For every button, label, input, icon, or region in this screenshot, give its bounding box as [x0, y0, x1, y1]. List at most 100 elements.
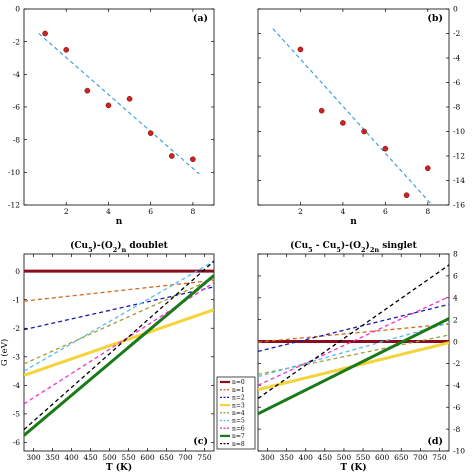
x-tick-label: 2: [298, 207, 303, 216]
y-tick-label: -8: [453, 103, 461, 112]
plot-area: [38, 30, 200, 175]
x-axis-label: n: [350, 217, 357, 227]
data-point: [277, 0, 282, 3]
fit-line: [38, 33, 200, 175]
legend-label: n=8: [232, 441, 245, 448]
data-point: [126, 95, 133, 102]
y-tick-label: -6: [13, 103, 21, 112]
x-tick-label: 400: [64, 453, 79, 462]
x-tick-label: 350: [279, 453, 294, 462]
data-point: [424, 165, 431, 172]
y-tick-label: -5: [13, 410, 21, 419]
series-line: [24, 286, 214, 331]
y-tick-label: -12: [453, 152, 465, 161]
chart-title-part: singlet: [379, 241, 418, 251]
series-line: [24, 282, 214, 405]
legend-label: n=0: [232, 379, 245, 386]
chart-title-part: 2n: [370, 246, 380, 254]
x-tick-label: 650: [159, 453, 174, 462]
data-point: [340, 120, 346, 126]
y-tick-label: 6: [453, 272, 458, 281]
chart-title-part: (Cu: [70, 240, 88, 251]
legend-label: n=3: [232, 402, 245, 409]
x-tick-label: 750: [432, 453, 447, 462]
fit-line: [272, 28, 433, 205]
y-tick-label: -2: [13, 37, 21, 46]
y-tick-label: -2: [453, 359, 461, 368]
x-tick-label: 700: [178, 453, 193, 462]
y-tick-label: 8: [453, 250, 458, 259]
series-line: [258, 334, 449, 376]
y-tick-label: -10: [8, 168, 20, 177]
data-point: [361, 128, 367, 135]
chart-title: (Cu5 - Cu5)-(O2)2n singlet: [290, 240, 417, 254]
x-tick-label: 6: [148, 207, 153, 216]
y-tick-label: -4: [453, 54, 461, 63]
y-tick-label: 0: [15, 267, 20, 276]
x-tick-label: 2: [64, 207, 69, 216]
panel-frame: [257, 253, 450, 452]
y-axis-label: G (eV): [0, 339, 10, 366]
y-tick-label: -8: [13, 135, 21, 144]
x-tick-label: 550: [356, 453, 371, 462]
y-tick-label: -14: [453, 176, 465, 185]
chart-title-part: 5: [308, 246, 313, 254]
y-tick-label: 0: [453, 337, 458, 346]
panel-label: (d): [427, 436, 443, 447]
legend: n=0n=1n=2n=3n=4n=5n=6n=7n=8: [216, 376, 256, 450]
x-tick-label: 300: [260, 453, 275, 462]
panel-label: (b): [427, 13, 443, 24]
x-tick-label: 4: [340, 207, 345, 216]
panel-b: 2 4 6 8 0 -2 -4 -6 -8 -10 -12 -14 -16 n (b): [257, 0, 465, 227]
data-point: [318, 107, 325, 114]
x-tick-label: 450: [83, 453, 98, 462]
y-tick-label: 0: [453, 5, 458, 14]
x-tick-label: 650: [394, 453, 409, 462]
data-point: [147, 130, 154, 136]
y-tick-label: -4: [13, 70, 21, 79]
panel-label: (c): [193, 436, 208, 447]
x-tick-label: 750: [197, 453, 212, 462]
x-tick-label: 300: [26, 453, 41, 462]
x-axis-label: n: [116, 217, 123, 227]
x-tick-label: 4: [106, 207, 111, 216]
series-line: [24, 260, 214, 431]
y-tick-label: -12: [8, 201, 20, 210]
legend-label: n=5: [232, 418, 245, 425]
chart-title-part: 5: [88, 246, 93, 254]
chart-title-part: 5: [336, 246, 341, 254]
panel-label: (a): [193, 13, 208, 24]
x-tick-label: 500: [337, 453, 352, 462]
panel-frame: [23, 253, 215, 452]
chart-title-part: )-(O: [341, 240, 361, 251]
data-point: [84, 87, 91, 94]
x-axis-label: T (K): [340, 462, 366, 473]
y-tick-label: -1: [13, 295, 20, 304]
y-tick-label: -4: [453, 381, 461, 390]
plot-area: [258, 264, 449, 416]
x-tick-label: 700: [413, 453, 428, 462]
y-tick-label: -10: [453, 127, 465, 136]
x-tick-label: 500: [102, 453, 117, 462]
x-tick-label: 400: [299, 453, 314, 462]
x-tick-label: 600: [140, 453, 155, 462]
series-line: [24, 274, 214, 437]
y-tick-label: -4: [13, 381, 21, 390]
y-tick-label: -2: [453, 29, 461, 38]
x-tick-label: 8: [190, 207, 195, 216]
panel-frame: [257, 8, 450, 206]
chart-title-part: ): [366, 240, 370, 251]
x-axis-label: T (K): [106, 462, 132, 473]
plot-area: [24, 260, 214, 437]
series-line: [24, 279, 214, 302]
panel-a: 2 4 6 8 0 -2 -4 -6 -8 -10 -12 n (a): [8, 5, 215, 227]
data-point: [297, 46, 304, 53]
y-tick-label: -6: [453, 78, 461, 87]
legend-label: n=7: [232, 433, 245, 440]
legend-label: n=4: [232, 410, 245, 417]
data-point: [190, 156, 196, 163]
series-line: [258, 317, 449, 416]
chart-title-part: )-(O: [93, 240, 113, 251]
y-tick-label: -8: [453, 425, 461, 434]
